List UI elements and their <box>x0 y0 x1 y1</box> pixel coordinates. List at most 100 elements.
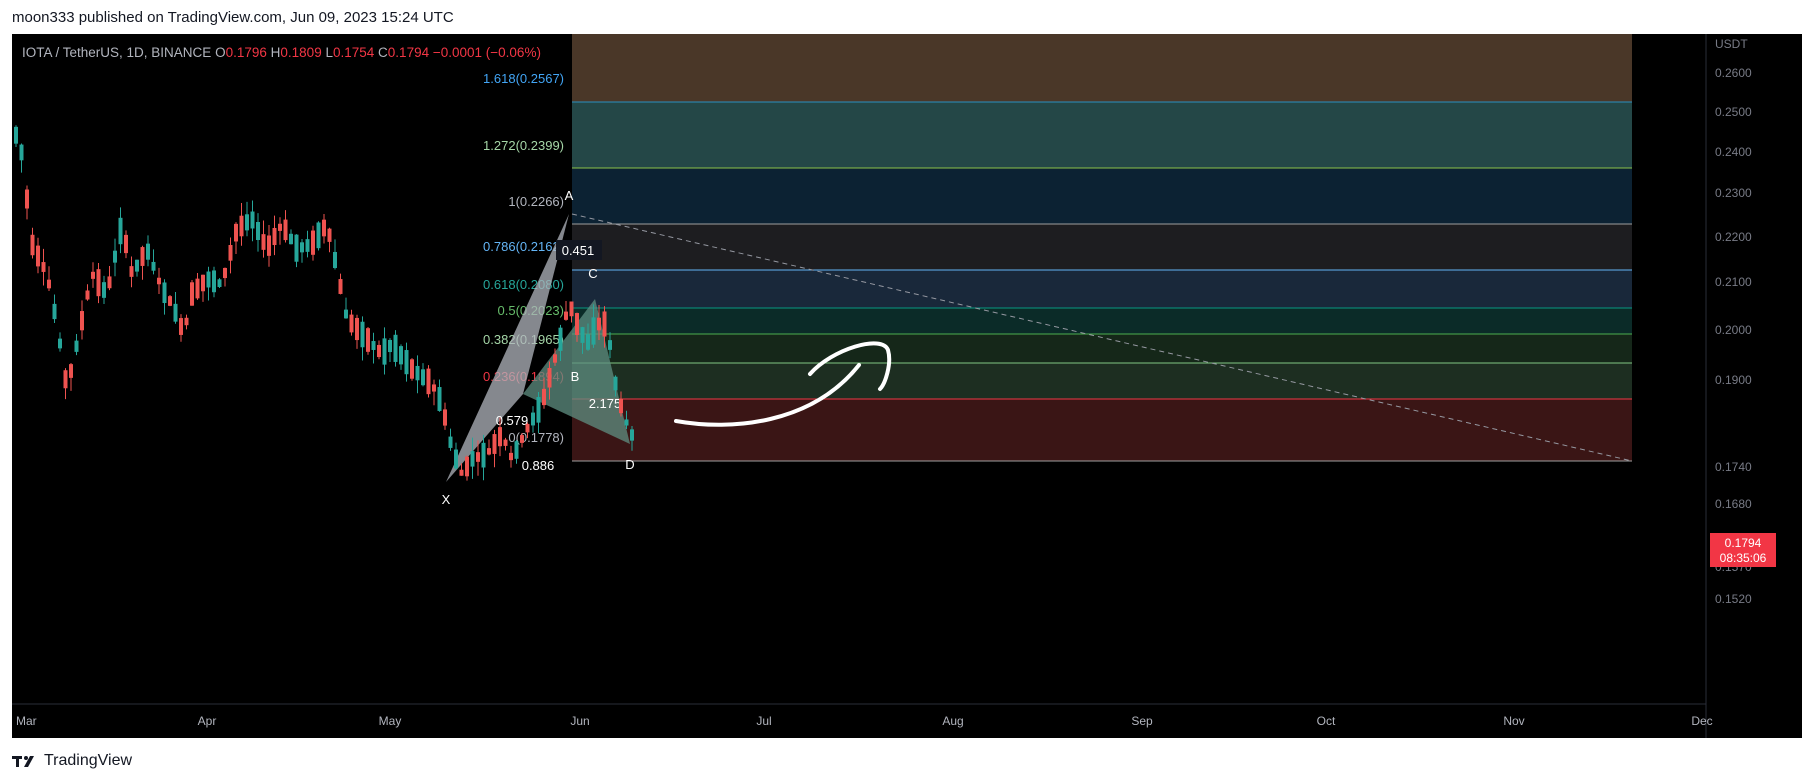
fib-zone-1 <box>572 224 1632 270</box>
candle-body <box>371 341 376 350</box>
candle-body <box>261 234 266 250</box>
pattern-xab-triangle <box>446 214 569 482</box>
price-tick-label: 0.1680 <box>1715 497 1752 511</box>
open-label: O <box>215 45 226 60</box>
price-tick-label: 0.2000 <box>1715 323 1752 337</box>
price-tick-label: 0.1740 <box>1715 460 1752 474</box>
candle-body <box>498 427 502 447</box>
candle-body <box>102 282 106 298</box>
price-tick-label: 0.1900 <box>1715 373 1752 387</box>
time-tick-label: Jul <box>756 714 771 728</box>
candle-body <box>140 247 145 266</box>
candle-body <box>162 282 167 304</box>
candle-body <box>520 435 524 443</box>
candle-body <box>250 211 255 229</box>
candle-body <box>624 419 629 426</box>
ratio-0579: 0.579 <box>496 413 529 428</box>
candle-body <box>63 370 68 389</box>
candle-body <box>58 338 62 349</box>
fib-zone-0618 <box>572 308 1632 334</box>
fib-label-0786: 0.786(0.2162) <box>483 239 564 254</box>
footer-branding[interactable]: TradingView <box>12 748 132 774</box>
open-value: 0.1796 <box>225 45 267 60</box>
price-tick-label: 0.2500 <box>1715 105 1752 119</box>
high-label: H <box>270 45 281 60</box>
price-tick-label: 0.2400 <box>1715 145 1752 159</box>
candle-body <box>36 245 40 267</box>
chart-canvas[interactable]: 1.618(0.2567) 1.272(0.2399) 1(0.2266) 0.… <box>12 34 1802 738</box>
candle-body <box>393 334 398 362</box>
candle-body <box>382 338 387 365</box>
candle-body <box>96 269 101 297</box>
candle-body <box>19 144 24 161</box>
candle-body <box>113 250 117 263</box>
ratio-0886: 0.886 <box>522 458 555 473</box>
time-tick-label: Nov <box>1503 714 1524 728</box>
pattern-point-c: C <box>588 266 597 281</box>
low-value: 0.1754 <box>332 45 375 60</box>
candle-body <box>195 278 200 299</box>
fib-trend-line[interactable] <box>571 213 1633 462</box>
candle-body <box>184 317 189 326</box>
fib-label-1272: 1.272(0.2399) <box>483 138 564 153</box>
candle-body <box>503 439 508 446</box>
candle-body <box>569 301 574 317</box>
candle-body <box>272 227 277 246</box>
symbol-legend[interactable]: IOTA / TetherUS, 1D, BINANCE O0.1796 H0.… <box>22 45 541 60</box>
fib-zone-0382 <box>572 363 1632 399</box>
fib-zone-1272 <box>572 168 1632 224</box>
candle-body <box>553 354 557 363</box>
close-label: C <box>378 45 388 60</box>
candle-body <box>542 388 546 406</box>
candle-body <box>613 376 618 391</box>
candle-body <box>228 244 233 261</box>
time-tick-label: May <box>379 714 402 728</box>
candlestick-series[interactable] <box>14 125 634 481</box>
candle-body <box>311 230 315 255</box>
ratio-0451: 0.451 <box>562 243 595 258</box>
fib-zone-05 <box>572 334 1632 363</box>
candle-body <box>349 314 354 333</box>
candle-body <box>492 434 497 454</box>
time-axis[interactable]: Mar Apr May Jun Jul Aug Sep Oct Nov Dec <box>12 703 1713 728</box>
close-value: 0.1794 <box>387 45 430 60</box>
candle-body <box>190 282 194 306</box>
candle-body <box>129 266 134 277</box>
time-tick-labels: Mar Apr May Jun Jul Aug Sep Oct Nov Dec <box>16 714 1713 728</box>
candle-body <box>602 311 607 337</box>
fib-zone-0236 <box>572 399 1632 461</box>
candle-body <box>586 334 590 350</box>
candle-body <box>69 364 73 378</box>
chart-pane[interactable]: 1.618(0.2567) 1.272(0.2399) 1(0.2266) 0.… <box>12 34 1802 738</box>
current-price-value: 0.1794 <box>1725 536 1762 550</box>
candle-body <box>327 228 332 242</box>
candle-body <box>388 339 392 353</box>
candle-body <box>25 189 29 209</box>
candle-body <box>256 222 260 240</box>
pattern-point-x: X <box>442 492 451 507</box>
candle-body <box>168 296 172 306</box>
candle-body <box>206 271 211 288</box>
candle-body <box>52 303 57 320</box>
candle-body <box>118 217 123 245</box>
time-tick-label: Jun <box>570 714 589 728</box>
candle-body <box>217 279 222 288</box>
candle-body <box>30 234 35 256</box>
candle-body <box>322 219 326 237</box>
candle-body <box>234 223 238 242</box>
candle-body <box>47 279 51 289</box>
candle-body <box>454 449 458 469</box>
brand-name: TradingView <box>44 752 133 769</box>
candle-body <box>404 350 409 375</box>
fib-label-1: 1(0.2266) <box>508 194 564 209</box>
candle-body <box>377 344 381 358</box>
candle-body <box>300 242 304 253</box>
candle-body <box>283 219 288 241</box>
candle-body <box>619 398 623 414</box>
price-axis[interactable]: USDT 0.2600 0.2500 0.2400 0.2300 0.2200 0.210… <box>1705 34 1776 738</box>
candle-body <box>426 368 431 395</box>
brush-arrow-drawing[interactable] <box>674 341 892 427</box>
tradingview-logo-icon <box>12 756 34 767</box>
fib-zones <box>571 34 1633 462</box>
candle-body <box>157 277 161 285</box>
